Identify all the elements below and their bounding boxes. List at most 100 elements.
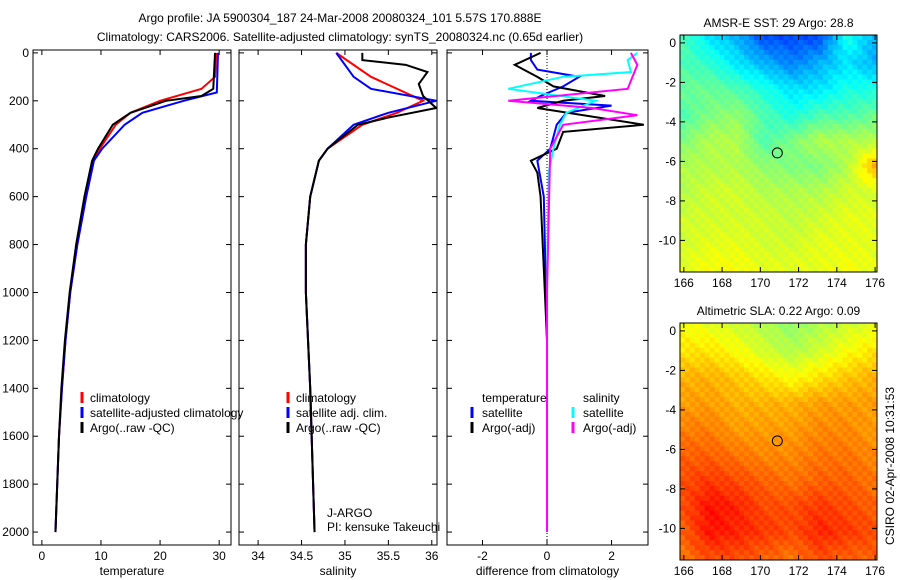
heatmap-cell	[872, 392, 878, 398]
heatmap-cell	[729, 79, 735, 85]
heatmap-cell	[852, 555, 858, 561]
heatmap-cell	[847, 193, 853, 199]
heatmap-cell	[724, 133, 730, 140]
heatmap-cell	[788, 466, 794, 472]
legend-label: Argo(..raw -QC)	[90, 421, 175, 435]
heatmap-cell	[748, 446, 755, 452]
heatmap-cell	[842, 535, 848, 541]
heatmap-cell	[699, 382, 706, 388]
heatmap-cell	[808, 362, 814, 368]
heatmap-cell	[817, 476, 824, 482]
heatmap-cell	[719, 74, 725, 80]
heatmap-cell	[719, 342, 725, 349]
heatmap-cell	[704, 69, 711, 75]
heatmap-cell	[832, 188, 839, 194]
heatmap-cell	[847, 153, 853, 159]
heatmap-cell	[798, 99, 804, 105]
heatmap-cell	[798, 158, 804, 164]
heatmap-cell	[704, 158, 711, 164]
heatmap-cell	[684, 411, 691, 418]
heatmap-cell	[744, 347, 750, 354]
heatmap-cell	[704, 227, 711, 233]
heatmap-cell	[719, 397, 725, 403]
heatmap-cell	[827, 495, 834, 502]
heatmap-cell	[714, 347, 720, 354]
heatmap-cell	[704, 54, 711, 61]
heatmap-cell	[684, 138, 691, 145]
heatmap-cell	[680, 84, 686, 90]
heatmap-cell	[803, 406, 809, 413]
heatmap-cell	[724, 411, 730, 418]
heatmap-cell	[832, 59, 839, 66]
heatmap-cell	[744, 54, 750, 61]
heatmap-cell	[758, 431, 765, 438]
heatmap-cell	[817, 342, 824, 349]
heatmap-cell	[694, 104, 701, 110]
heatmap-cell	[808, 357, 814, 363]
heatmap-cell	[788, 362, 794, 368]
heatmap-cell	[798, 207, 804, 214]
heatmap-cell	[872, 74, 878, 80]
heatmap-cell	[748, 535, 755, 541]
heatmap-cell	[773, 535, 779, 541]
heatmap-cell	[753, 128, 760, 135]
heatmap-cell	[699, 262, 706, 268]
heatmap-cell	[709, 446, 715, 452]
heatmap-cell	[783, 481, 789, 487]
heatmap-cell	[773, 54, 779, 61]
heatmap-cell	[803, 109, 809, 115]
heatmap-cell	[803, 481, 809, 487]
heatmap-cell	[744, 323, 750, 329]
heatmap-cell	[822, 471, 829, 477]
heatmap-cell	[842, 431, 848, 438]
heatmap-cell	[808, 54, 814, 61]
heatmap-cell	[729, 332, 735, 339]
heatmap-cell	[778, 490, 784, 497]
heatmap-cell	[739, 197, 745, 204]
heatmap-cell	[729, 466, 735, 472]
heatmap-cell	[822, 197, 829, 204]
heatmap-cell	[709, 143, 715, 150]
heatmap-cell	[763, 545, 770, 551]
heatmap-cell	[704, 207, 711, 214]
heatmap-cell	[744, 69, 750, 75]
heatmap-cell	[684, 168, 691, 174]
heatmap-cell	[709, 406, 715, 413]
heatmap-cell	[803, 168, 809, 174]
heatmap-cell	[699, 212, 706, 219]
heatmap-cell	[847, 44, 853, 51]
heatmap-cell	[837, 133, 844, 140]
heatmap-cell	[729, 545, 735, 551]
heatmap-cell	[827, 262, 834, 268]
heatmap-cell	[753, 123, 760, 130]
heatmap-cell	[857, 138, 863, 145]
heatmap-cell	[832, 35, 839, 41]
heatmap-cell	[694, 500, 701, 507]
heatmap-cell	[822, 153, 829, 159]
heatmap-cell	[689, 382, 696, 388]
heatmap-cell	[803, 500, 809, 507]
heatmap-cell	[748, 436, 755, 442]
heatmap-cell	[847, 535, 853, 541]
heatmap-cell	[832, 123, 839, 130]
heatmap-cell	[699, 461, 706, 467]
heatmap-cell	[744, 202, 750, 209]
heatmap-cell	[837, 416, 844, 423]
heatmap-cell	[694, 39, 701, 46]
heatmap-cell	[812, 84, 819, 90]
heatmap-cell	[684, 461, 691, 467]
heatmap-cell	[778, 74, 784, 80]
heatmap-cell	[704, 342, 711, 349]
heatmap-cell	[808, 347, 814, 354]
heatmap-cell	[798, 530, 804, 536]
heatmap-cell	[872, 397, 878, 403]
heatmap-cell	[837, 173, 844, 179]
heatmap-cell	[699, 456, 706, 462]
heatmap-cell	[758, 143, 765, 150]
heatmap-cell	[729, 411, 735, 418]
heatmap-cell	[768, 357, 775, 363]
heatmap-cell	[699, 481, 706, 487]
heatmap-cell	[812, 367, 819, 373]
heatmap-cell	[812, 257, 819, 263]
heatmap-cell	[773, 466, 779, 472]
